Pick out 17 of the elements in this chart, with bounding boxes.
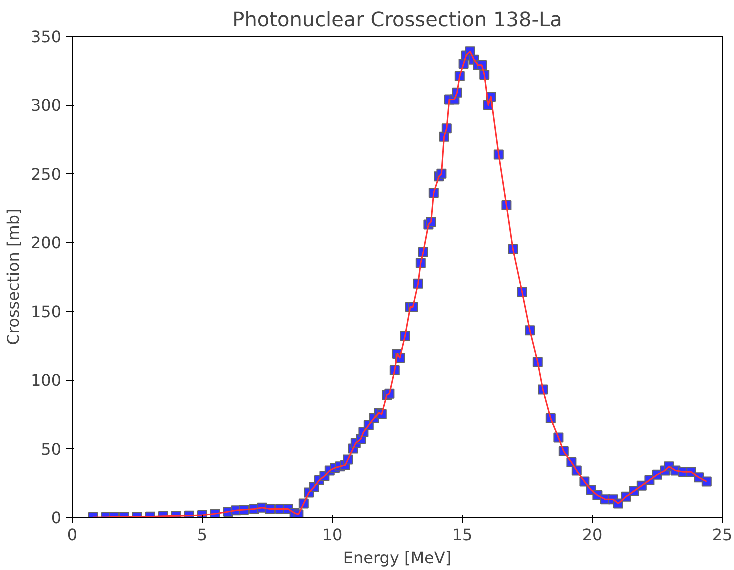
y-tick-label: 150 bbox=[30, 302, 62, 322]
x-tick-label: 5 bbox=[197, 526, 208, 544]
x-tick-label: 0 bbox=[67, 526, 78, 544]
x-tick-label: 10 bbox=[322, 526, 343, 544]
y-tick-label: 350 bbox=[30, 28, 62, 46]
y-tick-label: 100 bbox=[30, 371, 62, 390]
y-tick-label: 300 bbox=[30, 96, 62, 116]
y-axis-title: Crossection [mb] bbox=[4, 208, 23, 346]
x-axis-title: Energy [MeV] bbox=[343, 548, 452, 568]
y-tick-label: 250 bbox=[30, 164, 62, 184]
x-tick-label: 15 bbox=[452, 526, 473, 544]
y-tick-label: 0 bbox=[51, 508, 62, 528]
y-tick-label: 50 bbox=[41, 440, 62, 459]
y-tick-label: 200 bbox=[30, 234, 62, 253]
x-tick-label: 25 bbox=[712, 526, 733, 544]
chart-title: Photonuclear Crossection 138-La bbox=[232, 8, 562, 32]
x-tick-label: 20 bbox=[582, 526, 603, 544]
